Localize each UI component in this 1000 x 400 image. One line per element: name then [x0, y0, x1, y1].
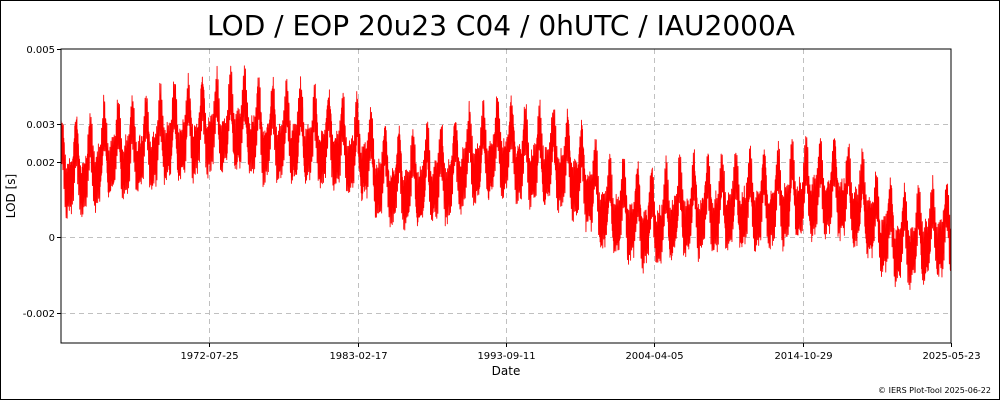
y-tick-label: 0 — [49, 233, 55, 244]
y-tick-label: -0.002 — [23, 309, 55, 320]
series-group — [60, 65, 952, 290]
y-axis: 0.005 0.003 0.002 0 -0.002 — [23, 45, 61, 320]
x-tick-label: 1972-07-25 — [180, 351, 238, 362]
credit-text: © IERS Plot-Tool 2025-06-22 — [878, 386, 991, 395]
x-tick-label: 2025-05-23 — [922, 351, 980, 362]
y-tick-label: 0.003 — [26, 120, 55, 131]
x-tick-label: 2014-10-29 — [774, 351, 832, 362]
y-tick-label: 0.005 — [26, 45, 55, 56]
chart-title: LOD / EOP 20u23 C04 / 0hUTC / IAU2000A — [207, 9, 795, 42]
x-axis: 1972-07-25 1983-02-17 1993-09-11 2004-04-05… — [180, 343, 981, 362]
x-axis-label: Date — [492, 364, 521, 378]
x-tick-label: 1983-02-17 — [329, 351, 387, 362]
series-line-lod — [60, 65, 952, 290]
x-tick-label: 2004-04-05 — [625, 351, 683, 362]
y-tick-label: 0.002 — [26, 158, 55, 169]
y-axis-label: LOD [s] — [4, 174, 18, 218]
x-tick-label: 1993-09-11 — [477, 351, 535, 362]
